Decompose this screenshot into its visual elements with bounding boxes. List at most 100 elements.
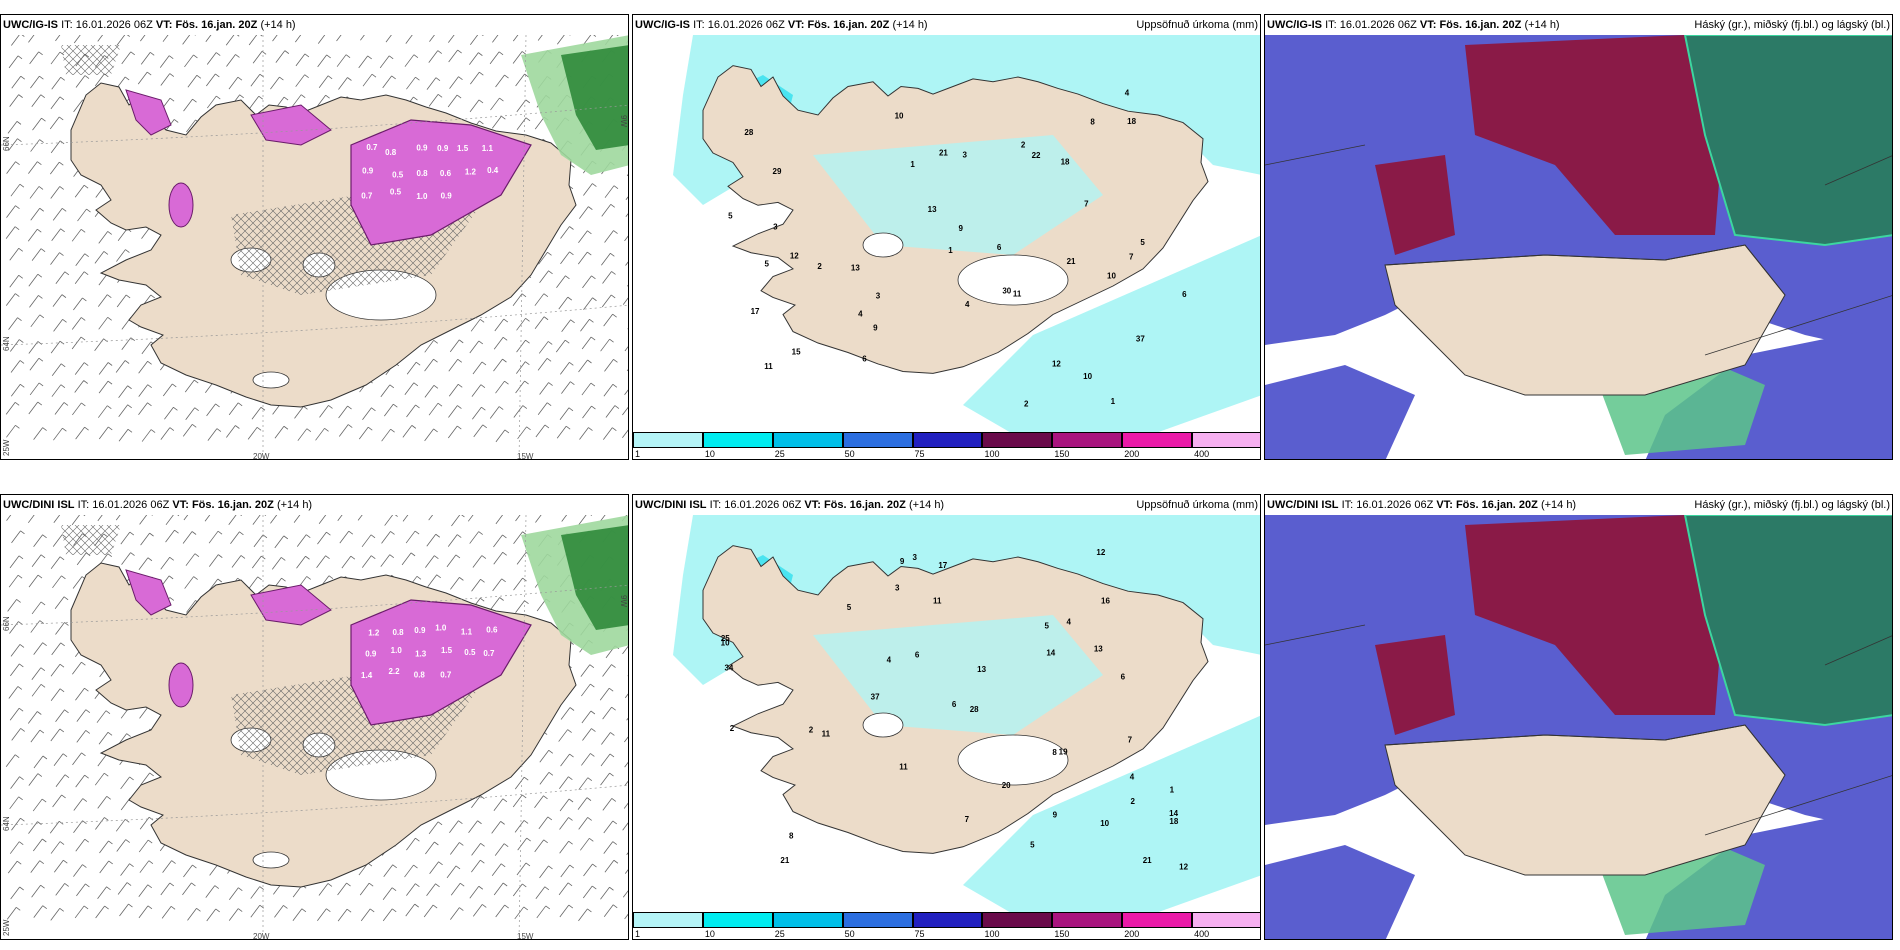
- snow-area-north: [250, 104, 332, 146]
- wind-barb: [9, 707, 24, 721]
- precip-value-label: 6: [862, 355, 867, 364]
- snow-value-label: 1.3: [415, 649, 427, 658]
- wind-barb: [274, 425, 289, 439]
- wind-barb: [495, 904, 509, 918]
- precip-value-label: 2: [1021, 140, 1026, 149]
- wind-barb: [270, 76, 284, 90]
- precip-value-label: 1: [910, 160, 915, 169]
- wind-barb: [405, 35, 413, 44]
- wind-barb: [27, 711, 42, 724]
- wind-barb: [406, 361, 421, 375]
- wind-barb: [96, 710, 111, 723]
- panel-header: UWC/IG-IS IT: 16.01.2026 06Z VT: Fös. 16…: [3, 19, 296, 31]
- map-precip[interactable]: 1 12 30 28 37 29 15 13 18 21 22 10 9 10 6 17 21 9 5 11 4 3 7 6 5…: [633, 35, 1260, 434]
- wind-barb: [205, 35, 212, 43]
- axis-label-25w: 25W: [2, 919, 11, 936]
- snow-value-label: 1.5: [457, 144, 469, 153]
- wind-barb: [31, 94, 46, 107]
- wind-barb: [469, 99, 484, 113]
- precip-value-label: 6: [952, 700, 957, 709]
- wind-barb: [75, 426, 89, 440]
- panel-precip-bottom: UWC/DINI ISL IT: 16.01.2026 06Z VT: Fös.…: [632, 494, 1261, 940]
- axis-label-15w: 15W: [517, 932, 534, 940]
- wind-barb: [8, 574, 23, 588]
- wind-barb: [183, 864, 197, 878]
- map-cloud[interactable]: [1265, 35, 1892, 459]
- wind-barb: [558, 729, 572, 742]
- wind-barb: [8, 138, 22, 151]
- grid-line: [1265, 624, 1366, 646]
- wind-barb: [600, 753, 615, 767]
- wind-barb: [184, 576, 198, 589]
- wind-barb: [495, 380, 509, 394]
- wind-barb: [382, 887, 397, 900]
- wind-barb: [97, 405, 112, 418]
- wind-barb: [55, 774, 70, 787]
- wind-barb: [50, 96, 65, 110]
- wind-barb: [404, 54, 419, 67]
- wind-barb: [402, 425, 417, 438]
- wind-barb: [534, 293, 549, 306]
- wind-barb: [30, 139, 44, 152]
- wind-barb: [98, 231, 112, 244]
- map-snow[interactable]: 0.7 0.8 0.9 0.9 1.5 1.1 0.9 0.5 0.8 0.6 1.2 0.4 0.7 0…: [1, 35, 628, 459]
- precip-value-label: 11: [1013, 289, 1022, 298]
- wind-barb: [71, 515, 86, 526]
- panel-snow-bottom: UWC/DINI ISL IT: 16.01.2026 06Z VT: Fös.…: [0, 494, 629, 940]
- precip-value-label: 12: [1096, 548, 1105, 557]
- wind-barb: [140, 772, 154, 786]
- wind-barb: [33, 905, 47, 918]
- wind-barb: [580, 664, 595, 677]
- snow-value-label: 0.7: [440, 670, 452, 679]
- wind-barb: [513, 405, 528, 418]
- wind-barb: [205, 885, 220, 898]
- wind-barb: [30, 75, 44, 89]
- wind-barb: [228, 402, 243, 416]
- wind-barb: [535, 424, 550, 438]
- wind-barb: [10, 383, 25, 397]
- wind-barb: [294, 35, 302, 43]
- precip-area-inland: [813, 615, 1103, 735]
- wind-barb: [7, 599, 21, 612]
- wind-barb: [601, 294, 616, 308]
- map-snow[interactable]: 1.2 0.8 0.9 1.0 1.1 0.6 0.9 1.0 1.3 1.5 0.5 0.7 1.4 2…: [1, 515, 628, 940]
- wind-barb: [558, 882, 573, 896]
- panel-header: UWC/DINI ISL IT: 16.01.2026 06Z VT: Fös.…: [633, 495, 1260, 515]
- wind-barb: [622, 297, 628, 305]
- wind-barb: [29, 186, 44, 199]
- precip-value-label: 12: [1179, 862, 1188, 871]
- wind-barb: [10, 183, 25, 197]
- wind-barb: [137, 71, 152, 85]
- wind-barb: [141, 429, 156, 442]
- wind-barb: [230, 531, 244, 545]
- colorbar-tick-label: 25: [774, 449, 785, 459]
- wind-barb: [206, 52, 221, 65]
- precip-value-label: 25: [721, 634, 730, 643]
- wind-barb: [517, 837, 531, 851]
- wind-barb: [160, 73, 175, 86]
- map-precip[interactable]: 5 21 34 4 19 28 17 12 20 11 25 13 14 21 9 7 5 6 3 2 10 18 11 12…: [633, 515, 1260, 914]
- wind-barb: [579, 427, 593, 440]
- wind-barb: [401, 552, 416, 566]
- wind-barb: [206, 908, 220, 922]
- wind-barb: [11, 75, 25, 89]
- precip-value-label: 3: [895, 584, 900, 593]
- snow-value-label: 2.2: [388, 667, 400, 676]
- wind-barb: [53, 859, 68, 873]
- wind-barb: [577, 251, 592, 265]
- wind-barb: [539, 749, 554, 763]
- map-cloud[interactable]: [1265, 515, 1892, 939]
- wind-barb: [316, 94, 330, 108]
- axis-label-9w: 9W: [619, 115, 628, 127]
- wind-barb: [182, 35, 196, 45]
- wind-barb: [600, 886, 614, 900]
- wind-barb: [184, 54, 198, 68]
- wind-barb: [317, 54, 331, 68]
- precip-area-north: [673, 35, 1260, 205]
- wind-barb: [50, 51, 65, 65]
- precip-value-label: 12: [1052, 359, 1061, 368]
- wind-barb: [513, 577, 527, 591]
- wind-barb: [337, 515, 343, 521]
- colorbar-tick-label: 50: [844, 449, 855, 459]
- snow-value-label: 0.9: [437, 144, 449, 153]
